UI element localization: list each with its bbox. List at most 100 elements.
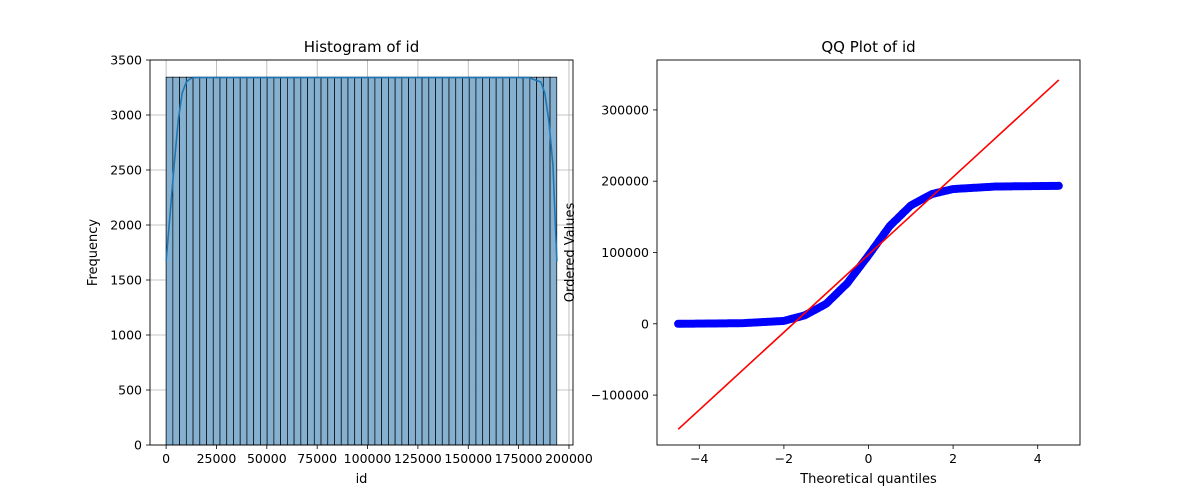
hist-bar-14 — [260, 76, 268, 446]
hist-bar-53 — [522, 76, 531, 446]
qq-plot-chart: −4 −2 0 2 4 −100000 0 100000 200000 300000 QQ Pl… — [563, 38, 1081, 487]
hist-bar-11 — [239, 76, 248, 446]
hist-bar-44 — [462, 76, 470, 446]
hist-bar-15 — [266, 76, 275, 446]
hist-bar-8 — [219, 76, 228, 446]
hist-ytick-label-4: 2000 — [110, 218, 142, 233]
hist-bar-0 — [165, 76, 174, 446]
hist-bar-42 — [448, 76, 457, 446]
hist-bar-49 — [495, 76, 504, 446]
hist-bar-40 — [435, 76, 443, 446]
histogram-title: Histogram of id — [304, 38, 420, 56]
hist-bar-35 — [401, 76, 409, 446]
histogram-x-axis-label: id — [356, 472, 368, 487]
hist-bar-25 — [334, 76, 342, 446]
hist-bar-21 — [307, 76, 315, 446]
hist-xtick-label-0: 0 — [162, 451, 170, 466]
hist-bar-16 — [273, 76, 281, 446]
hist-bar-38 — [421, 76, 430, 446]
hist-bar-57 — [549, 76, 558, 446]
hist-bar-55 — [536, 76, 544, 446]
hist-bar-52 — [516, 76, 524, 446]
hist-bar-3 — [185, 76, 194, 446]
hist-bar-54 — [529, 76, 537, 446]
hist-bar-29 — [361, 76, 369, 446]
hist-bar-51 — [509, 76, 517, 446]
hist-bar-12 — [246, 76, 255, 446]
qq-y-axis-label: Ordered Values — [563, 203, 578, 303]
hist-bar-17 — [280, 76, 288, 446]
qq-y-ticks: −100000 0 100000 200000 300000 — [591, 102, 657, 403]
hist-bar-6 — [206, 76, 214, 446]
hist-bar-48 — [489, 76, 497, 446]
hist-bar-56 — [542, 76, 551, 446]
hist-bar-9 — [226, 76, 234, 446]
hist-bar-47 — [482, 76, 490, 446]
qq-xtick-label-4: 4 — [1034, 451, 1042, 466]
hist-xtick-label-1: 25000 — [197, 451, 237, 466]
hist-bar-45 — [468, 76, 477, 446]
hist-bar-50 — [502, 76, 510, 446]
qq-title: QQ Plot of id — [821, 38, 915, 56]
hist-bar-10 — [233, 76, 241, 446]
hist-bar-30 — [367, 76, 376, 446]
hist-bar-34 — [394, 76, 403, 446]
hist-bar-37 — [414, 76, 423, 446]
hist-xtick-label-2: 50000 — [247, 451, 287, 466]
qq-x-ticks: −4 −2 0 2 4 — [690, 445, 1042, 466]
hist-ytick-label-7: 3500 — [110, 53, 142, 68]
qq-point-259 — [1054, 181, 1063, 190]
qq-x-axis-label: Theoretical quantiles — [799, 472, 937, 487]
hist-xtick-label-5: 125000 — [394, 451, 442, 466]
qq-ytick-label-2: 100000 — [601, 245, 649, 260]
qq-ytick-label-4: 300000 — [601, 102, 649, 117]
hist-bar-41 — [441, 76, 450, 446]
hist-xtick-label-7: 175000 — [495, 451, 543, 466]
histogram-chart: 0 25000 50000 75000 100000 125000 150000 175000… — [86, 38, 593, 487]
hist-ytick-label-0: 0 — [134, 438, 142, 453]
qq-xtick-label-3: 2 — [949, 451, 957, 466]
hist-ytick-label-5: 2500 — [110, 163, 142, 178]
hist-bar-31 — [374, 76, 383, 446]
hist-bar-27 — [347, 76, 356, 446]
hist-bar-1 — [172, 76, 180, 446]
qq-xtick-label-2: 0 — [865, 451, 873, 466]
hist-xtick-label-8: 200000 — [545, 451, 593, 466]
qq-ytick-label-3: 200000 — [601, 174, 649, 189]
hist-bar-5 — [199, 76, 207, 446]
hist-bar-2 — [179, 76, 187, 446]
hist-bar-23 — [320, 76, 329, 446]
hist-xtick-label-4: 100000 — [344, 451, 392, 466]
hist-bar-18 — [287, 76, 295, 446]
hist-xtick-label-3: 75000 — [297, 451, 337, 466]
hist-bar-46 — [475, 76, 484, 446]
histogram-axes-frame — [149, 59, 574, 446]
hist-bar-19 — [293, 76, 302, 446]
hist-bar-22 — [313, 76, 322, 446]
hist-bar-43 — [455, 76, 463, 446]
hist-xtick-label-6: 150000 — [444, 451, 492, 466]
hist-bar-7 — [212, 76, 221, 446]
hist-ytick-label-2: 1000 — [110, 328, 142, 343]
hist-bar-39 — [428, 76, 436, 446]
hist-bar-4 — [192, 76, 201, 446]
hist-bar-24 — [327, 76, 335, 446]
histogram-y-axis-label: Frequency — [86, 219, 101, 286]
hist-bar-26 — [340, 76, 349, 446]
histogram-x-ticks: 0 25000 50000 75000 100000 125000 150000 175000… — [162, 445, 593, 466]
hist-bar-36 — [408, 76, 416, 446]
qq-ytick-label-0: −100000 — [591, 388, 649, 403]
histogram-kde-line — [165, 76, 558, 262]
hist-bar-28 — [354, 76, 362, 446]
hist-bar-33 — [388, 76, 396, 446]
hist-bar-20 — [300, 76, 308, 446]
qq-xtick-label-0: −4 — [690, 451, 708, 466]
qq-ytick-label-1: 0 — [641, 316, 649, 331]
hist-ytick-label-6: 3000 — [110, 108, 142, 123]
hist-bar-13 — [253, 76, 261, 446]
hist-ytick-label-3: 1500 — [110, 273, 142, 288]
hist-bar-32 — [381, 76, 389, 446]
qq-fit-line — [677, 79, 1060, 430]
histogram-bars — [165, 76, 558, 446]
